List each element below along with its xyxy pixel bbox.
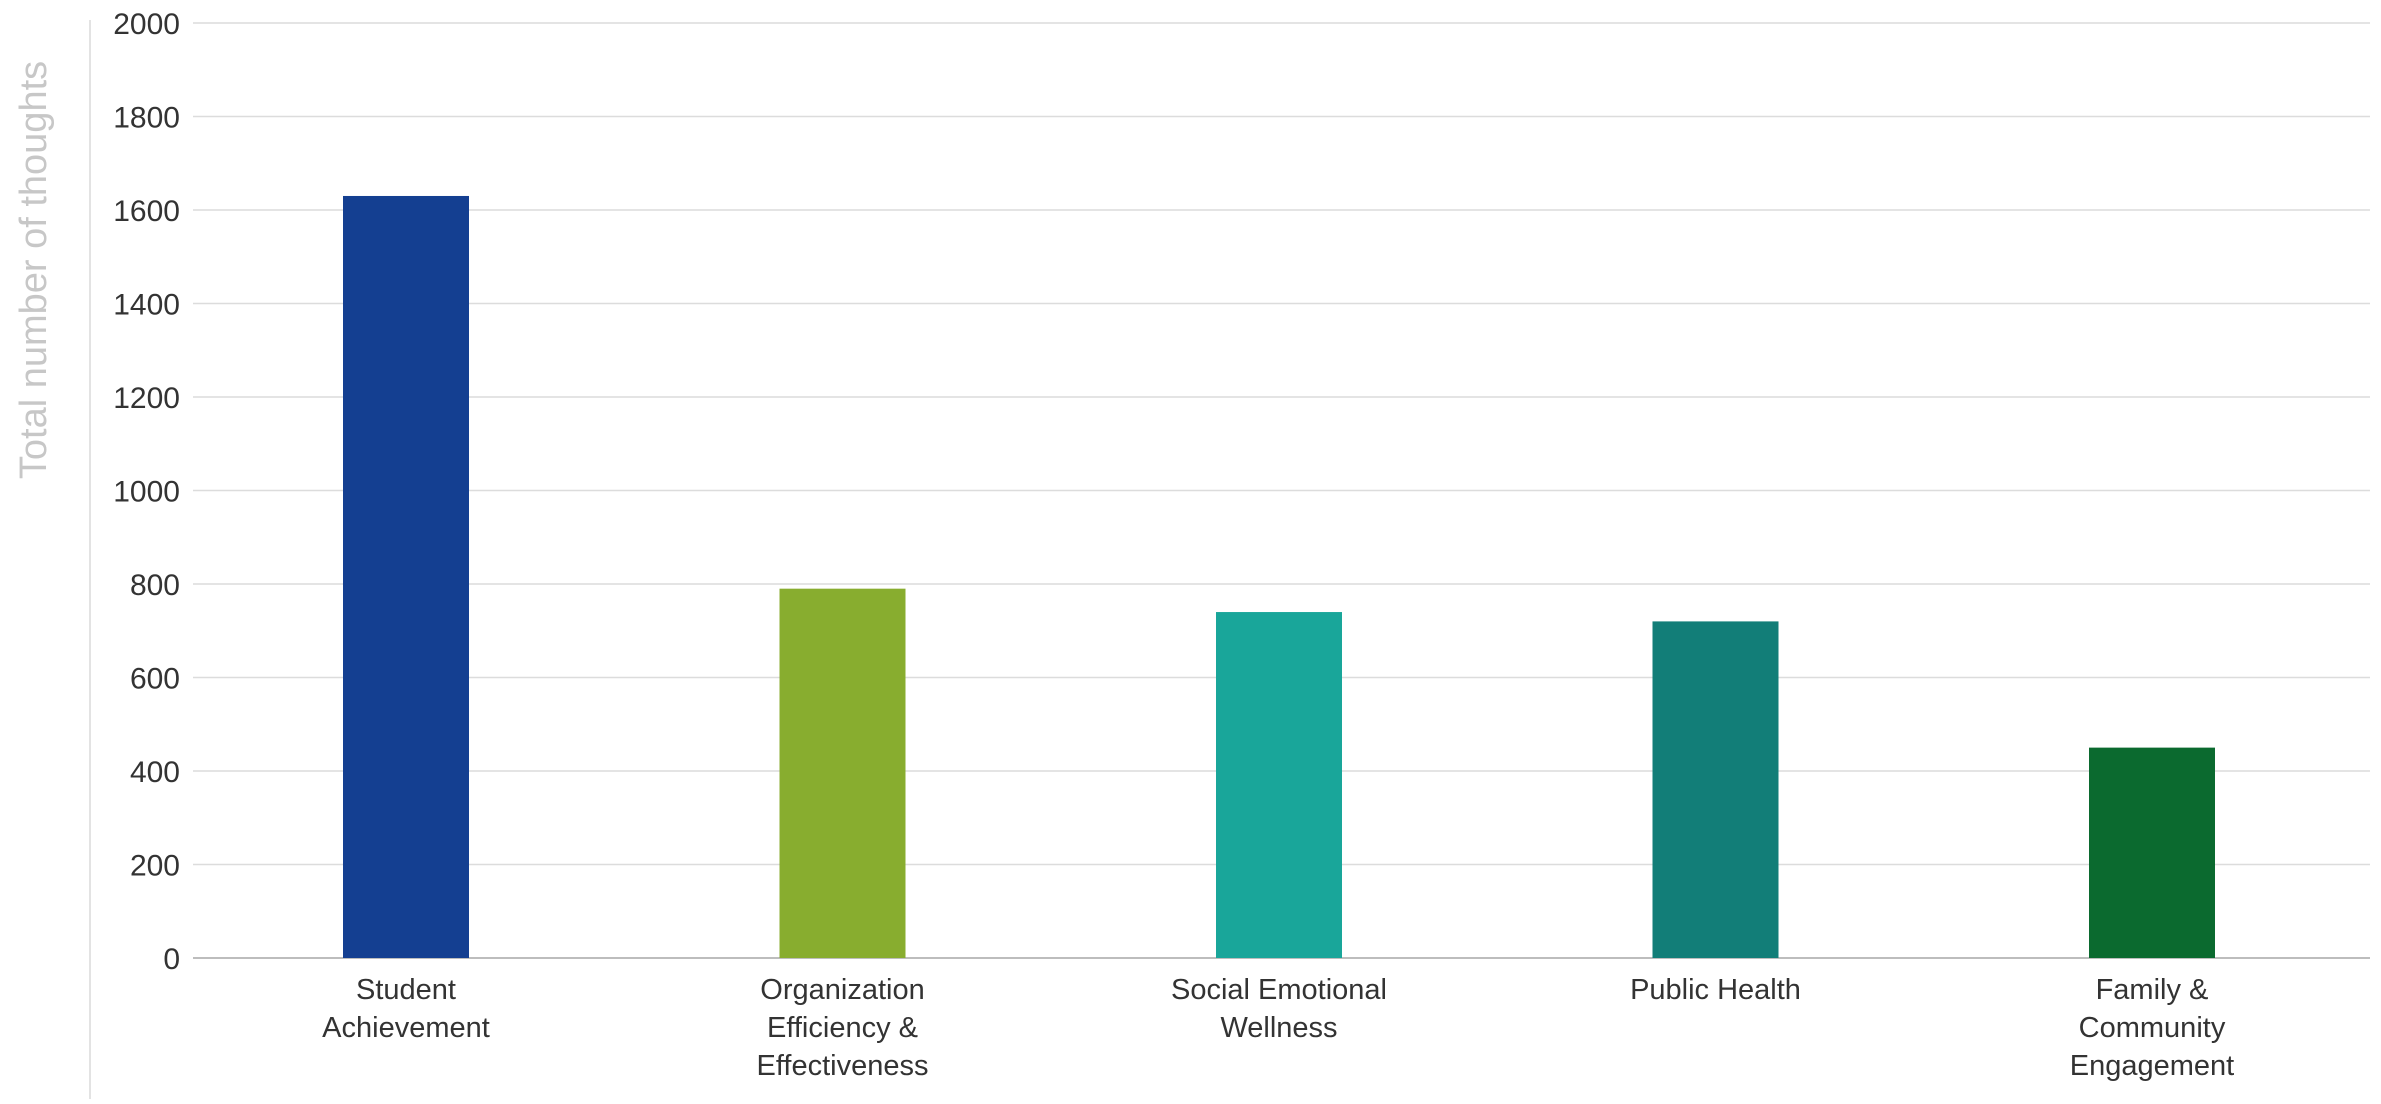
y-tick-label: 1200 (113, 382, 180, 415)
x-tick-labels: Student Achievement Organization Efficiency… (322, 974, 2234, 1082)
y-tick-label: 2000 (113, 8, 180, 41)
x-tick-label-line: Engagement (2070, 1050, 2234, 1082)
x-tick-label-line: Family & (2096, 974, 2209, 1006)
x-tick-label-line: Wellness (1220, 1012, 1337, 1044)
bar-3 (1652, 621, 1779, 958)
x-tick-label-line: Effectiveness (757, 1050, 929, 1082)
x-tick-label-line: Student (356, 974, 456, 1006)
y-tick-label: 400 (130, 756, 180, 789)
y-tick-label: 1600 (113, 195, 180, 228)
x-tick-label-line: Community (2079, 1012, 2226, 1044)
x-tick-label: Family & Community Engagement (2070, 974, 2234, 1082)
x-tick-label: Organization Efficiency & Effectiveness (757, 974, 929, 1082)
y-tick-label: 1800 (113, 102, 180, 135)
x-tick-label: Public Health (1630, 974, 1801, 1006)
y-tick-label: 1400 (113, 289, 180, 322)
bar-2 (1216, 612, 1342, 958)
y-tick-labels: 0 200 400 600 800 1000 1200 1400 1600 1800 2000 (113, 8, 180, 976)
bar-0 (343, 195, 469, 959)
y-tick-label: 600 (130, 663, 180, 696)
y-axis-title: Total number of thoughts (13, 61, 55, 479)
y-tick-label: 200 (130, 850, 180, 883)
bar-1 (779, 588, 906, 958)
x-tick-label-line: Social Emotional (1171, 974, 1387, 1006)
x-tick-label: Student Achievement (322, 974, 490, 1044)
x-tick-label-line: Achievement (322, 1012, 490, 1044)
x-tick-label-line: Efficiency & (767, 1012, 918, 1044)
y-tick-label: 800 (130, 569, 180, 602)
x-tick-label: Social Emotional Wellness (1171, 974, 1387, 1044)
x-tick-label-line: Public Health (1630, 974, 1801, 1006)
y-tick-label: 1000 (113, 476, 180, 509)
y-tick-label: 0 (163, 943, 180, 976)
x-tick-label-line: Organization (760, 974, 924, 1006)
bars (343, 195, 2215, 959)
bar-4 (2089, 747, 2215, 958)
